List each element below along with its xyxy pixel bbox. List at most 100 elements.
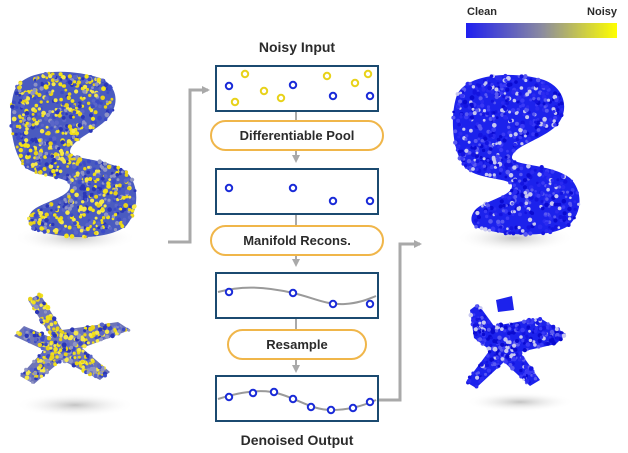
point-cloud-dot	[123, 203, 129, 208]
manifold-panel	[215, 272, 379, 319]
point-cloud-dot	[512, 357, 517, 362]
point-cloud-dot	[486, 327, 491, 332]
point-cloud-dot	[490, 336, 493, 340]
point-cloud-dot	[455, 148, 459, 152]
point-cloud-dot	[478, 96, 483, 101]
point-cloud-dot	[113, 328, 116, 331]
point-cloud-dot	[518, 179, 522, 183]
point-cloud-dot	[69, 234, 75, 239]
point-cloud-dot	[90, 194, 94, 197]
point-cloud-dot	[91, 187, 96, 191]
point-cloud-dot	[90, 198, 95, 203]
point-cloud-dot	[533, 377, 538, 381]
point-cloud-dot	[468, 312, 474, 318]
point-cloud-dot	[525, 115, 530, 120]
point-cloud-dot	[87, 77, 92, 82]
point-cloud-dot	[551, 341, 556, 346]
point-cloud-dot	[524, 338, 529, 344]
point-cloud-dot	[22, 95, 27, 100]
point-cloud-dot	[526, 164, 531, 169]
point-cloud-dot	[18, 115, 22, 119]
plane-shadow-left	[15, 393, 135, 417]
point-cloud-dot	[88, 206, 93, 211]
point-cloud-dot	[82, 120, 86, 124]
point-cloud-dot	[103, 373, 107, 378]
point-cloud-dot	[91, 331, 96, 336]
point-cloud-dot	[561, 199, 567, 204]
point-cloud-dot	[55, 208, 58, 212]
point-cloud-dot	[39, 226, 44, 231]
point-cloud-dot	[34, 170, 38, 174]
point-cloud-dot	[559, 113, 564, 118]
point-cloud-dot	[507, 125, 511, 129]
point-cloud-dot	[52, 327, 56, 331]
point-cloud-dot	[10, 104, 15, 109]
point-cloud-dot	[34, 309, 40, 315]
point-cloud-dot	[482, 118, 486, 122]
point-cloud-dot	[460, 156, 464, 161]
point-cloud-dot	[40, 222, 45, 226]
point-cloud-dot	[552, 110, 556, 114]
point-cloud-dot	[544, 193, 548, 197]
point-cloud-dot	[40, 81, 44, 85]
point-cloud-dot	[98, 104, 102, 109]
point-cloud-dot	[110, 97, 114, 101]
point-cloud-dot	[523, 129, 527, 134]
point-cloud-dot	[64, 224, 68, 228]
point-cloud-dot	[47, 325, 50, 328]
point-cloud-dot	[557, 103, 561, 106]
point-cloud-dot	[58, 348, 63, 353]
point-cloud-dot	[78, 76, 81, 80]
point-cloud-dot	[56, 326, 60, 330]
point-cloud-dot	[43, 310, 48, 314]
point-cloud-dot	[485, 360, 489, 364]
point-cloud-dot	[496, 163, 500, 167]
point-cloud-dot	[64, 233, 69, 239]
point-cloud-dot	[38, 162, 42, 166]
point-cloud-dot	[91, 359, 95, 364]
point-cloud-dot	[471, 152, 476, 158]
point-cloud-dot	[54, 113, 58, 117]
point-cloud-dot	[528, 231, 533, 236]
point-cloud-dot	[489, 343, 493, 347]
point-cloud-dot	[464, 112, 469, 117]
point-cloud-dot	[130, 209, 135, 213]
point-cloud-dot	[572, 216, 576, 220]
point-cloud-dot	[557, 185, 562, 189]
point-cloud-dot	[113, 228, 118, 232]
point-cloud-dot	[44, 96, 49, 101]
point-cloud-dot	[44, 116, 49, 121]
point-cloud-dot	[511, 193, 515, 197]
point-cloud-dot	[480, 316, 484, 320]
point-cloud-dot	[91, 341, 95, 344]
point-cloud-dot	[500, 342, 505, 347]
denoised-panel	[215, 375, 379, 422]
point-cloud-dot	[25, 127, 29, 131]
point-cloud-dot	[88, 93, 92, 98]
point-cloud-dot	[476, 215, 481, 220]
point-cloud-dot	[486, 169, 491, 174]
point-cloud-dot	[44, 342, 48, 347]
point-cloud-dot	[21, 159, 24, 163]
point-cloud-dot	[500, 357, 505, 361]
point-cloud-dot	[107, 198, 111, 202]
point-cloud-dot	[554, 183, 558, 187]
point-cloud-dot	[60, 140, 65, 145]
point-cloud-dot	[529, 366, 534, 371]
point-cloud-dot	[44, 212, 49, 217]
point-cloud-dot	[116, 205, 120, 209]
point-cloud-dot	[50, 209, 53, 212]
point-cloud-dot	[99, 337, 103, 342]
point-cloud-dot	[544, 229, 549, 233]
point-cloud-dot	[551, 324, 556, 329]
point-cloud-dot	[492, 346, 498, 352]
point-cloud-dot	[107, 325, 113, 331]
step-resample: Resample	[227, 329, 367, 360]
point-cloud-dot	[532, 220, 535, 223]
point-cloud-dot	[30, 162, 36, 168]
point-cloud-dot	[499, 199, 504, 204]
point-cloud-dot	[528, 201, 532, 205]
point-cloud-dot	[45, 345, 51, 351]
point-cloud-dot	[67, 74, 72, 79]
